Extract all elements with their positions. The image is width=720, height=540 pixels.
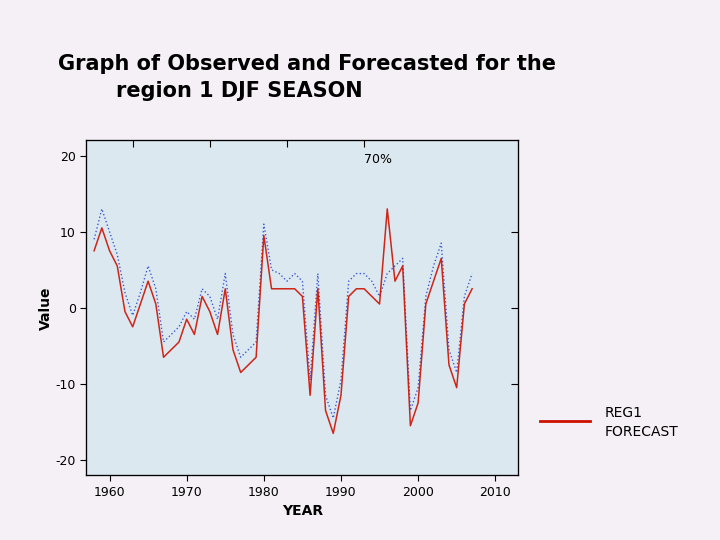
- Text: FORECAST: FORECAST: [605, 425, 678, 439]
- X-axis label: YEAR: YEAR: [282, 504, 323, 518]
- Text: REG1: REG1: [605, 406, 643, 420]
- Text: 70%: 70%: [364, 153, 392, 166]
- Y-axis label: Value: Value: [39, 286, 53, 329]
- Text: region 1 DJF SEASON: region 1 DJF SEASON: [58, 81, 362, 101]
- Text: Graph of Observed and Forecasted for the: Graph of Observed and Forecasted for the: [58, 54, 556, 74]
